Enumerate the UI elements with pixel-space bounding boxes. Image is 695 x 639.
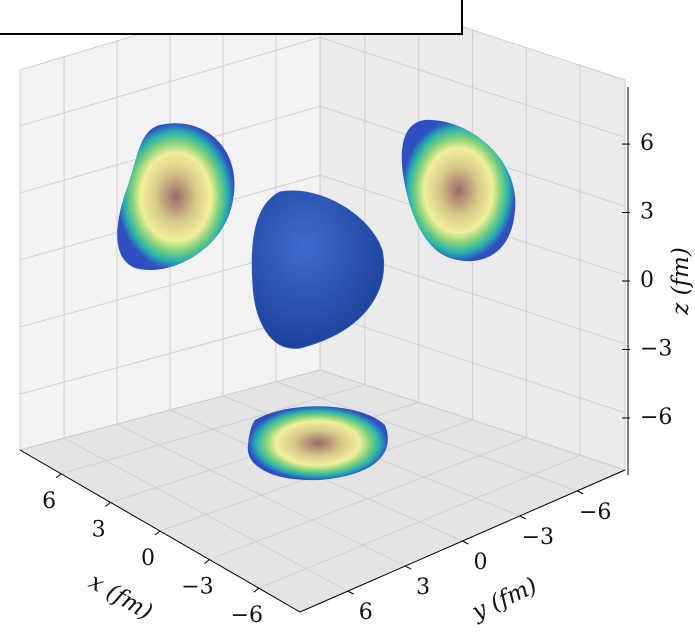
x-tick [56,474,61,478]
z-tick-label: 3 [640,200,654,225]
y-tick-label: 0 [474,550,488,575]
z-tick-label: −3 [640,336,672,361]
y-tick-label: 6 [359,600,373,625]
x-tick-label: −3 [181,575,213,600]
legend-box [0,0,462,34]
y-tick [520,516,526,519]
y-tick [405,566,411,569]
y-tick-label: −6 [579,500,611,525]
x-tick [204,560,209,564]
y-axis-label: y (fm) [467,573,541,626]
x-axis-label: x (fm) [84,569,156,626]
y-tick-label: −3 [522,525,554,550]
x-tick [254,588,259,592]
x-tick-label: 0 [141,546,155,571]
x-tick-label: −6 [231,603,263,628]
y-tick-label: 3 [416,575,430,600]
z-axis-label: z (fm) [668,247,694,316]
z-tick-label: 0 [640,268,654,293]
y-tick [348,591,354,594]
x-tick-label: 3 [92,517,106,542]
chart: x (fm) y (fm) z (fm) 6 3 0 −3 −6 −6 −3 0 3 6 6 3 0 −3… [0,0,695,639]
x-tick-label: 6 [42,489,56,514]
z-tick-label: 6 [640,131,654,156]
x-tick [106,502,111,506]
z-tick-label: −6 [640,405,672,430]
x-tick [155,531,160,535]
y-tick [577,491,583,494]
y-tick [463,541,469,544]
